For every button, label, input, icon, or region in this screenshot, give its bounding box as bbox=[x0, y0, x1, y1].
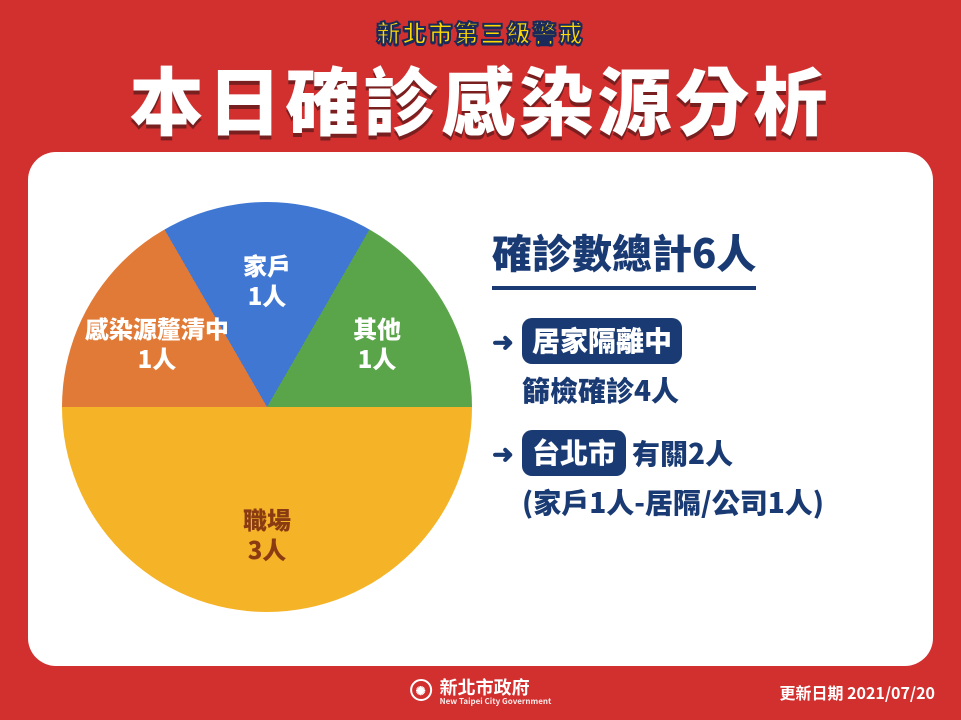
point-after-pill: 有關2人 bbox=[632, 433, 733, 473]
arrow-icon: ➜ bbox=[492, 434, 522, 471]
pie-slice-label: 其他1人 bbox=[353, 313, 401, 373]
slice-name: 其他 bbox=[353, 313, 401, 343]
content-card: 家戶1人其他1人職場3人感染源釐清中1人 確診數總計6人 ➜居家隔離中篩檢確診4… bbox=[28, 152, 933, 666]
summary-panel: 確診數總計6人 ➜居家隔離中篩檢確診4人➜台北市有關2人(家戶1人-居隔/公司1… bbox=[472, 182, 899, 542]
slice-name: 感染源釐清中 bbox=[85, 313, 229, 343]
point-pill: 台北市 bbox=[522, 430, 626, 476]
update-date: 更新日期 2021/07/20 bbox=[779, 680, 935, 704]
point-detail: 篩檢確診4人 bbox=[522, 370, 688, 410]
point-detail: (家戶1人-居隔/公司1人) bbox=[522, 482, 824, 522]
slice-name: 職場 bbox=[243, 504, 291, 534]
point-pill: 居家隔離中 bbox=[522, 318, 682, 364]
point-body: 居家隔離中篩檢確診4人 bbox=[522, 318, 688, 410]
pie-slice-label: 家戶1人 bbox=[243, 250, 291, 310]
slice-count: 1人 bbox=[85, 343, 229, 373]
pie-chart: 家戶1人其他1人職場3人感染源釐清中1人 bbox=[62, 202, 472, 612]
arrow-icon: ➜ bbox=[492, 322, 522, 359]
slice-count: 1人 bbox=[353, 343, 401, 373]
pie-slice-label: 感染源釐清中1人 bbox=[85, 313, 229, 373]
summary-point: ➜台北市有關2人 (家戶1人-居隔/公司1人) bbox=[492, 430, 899, 522]
summary-points: ➜居家隔離中篩檢確診4人➜台北市有關2人(家戶1人-居隔/公司1人) bbox=[492, 318, 899, 522]
footer-org: ✺ 新北市政府 New Taipei City Government bbox=[410, 674, 552, 706]
slice-name: 家戶 bbox=[243, 250, 291, 280]
summary-title: 確診數總計6人 bbox=[492, 222, 756, 290]
summary-point: ➜居家隔離中篩檢確診4人 bbox=[492, 318, 899, 410]
footer-org-text: 新北市政府 New Taipei City Government bbox=[440, 674, 552, 706]
page: 新北市第三級警戒 本日確診感染源分析 家戶1人其他1人職場3人感染源釐清中1人 … bbox=[0, 0, 961, 720]
main-title: 本日確診感染源分析 bbox=[130, 44, 832, 151]
point-body: 台北市有關2人 (家戶1人-居隔/公司1人) bbox=[522, 430, 824, 522]
gov-logo-icon: ✺ bbox=[410, 679, 432, 701]
pie-slice-label: 職場3人 bbox=[243, 504, 291, 564]
slice-count: 1人 bbox=[243, 280, 291, 310]
slice-count: 3人 bbox=[243, 534, 291, 564]
